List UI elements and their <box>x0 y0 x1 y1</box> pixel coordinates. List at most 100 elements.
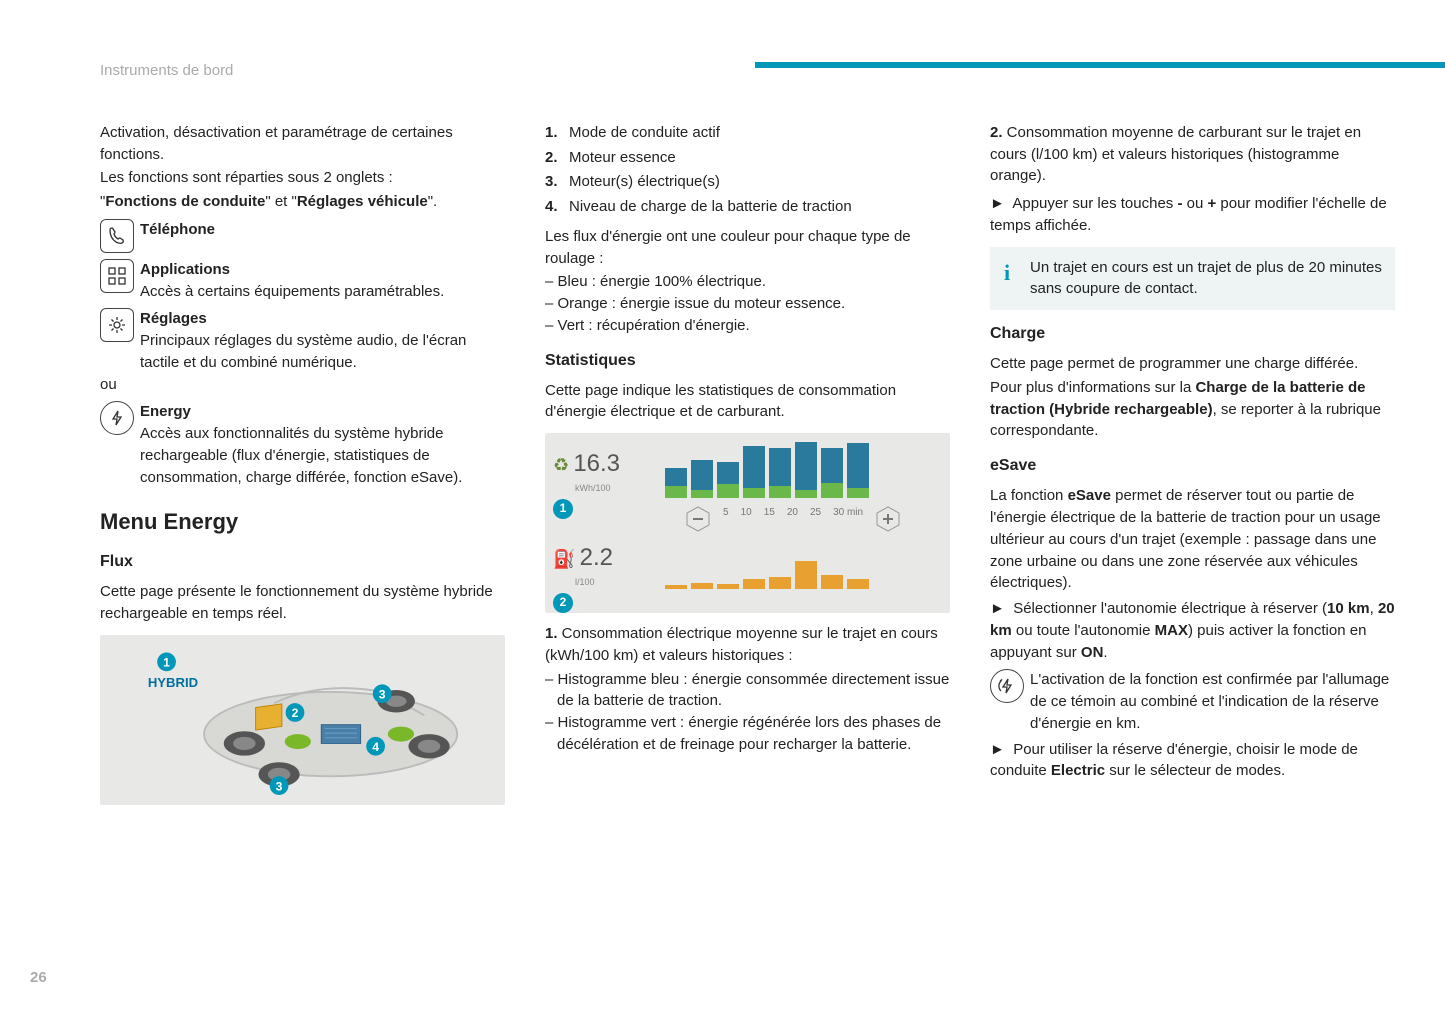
flux-colors-intro: Les flux d'énergie ont une couleur pour … <box>545 226 950 270</box>
svg-text:3: 3 <box>276 779 283 793</box>
bar <box>847 579 869 589</box>
reglages-desc: Principaux réglages du système audio, de… <box>140 332 466 371</box>
menu-item-applications: Applications Accès à certains équipement… <box>100 259 505 303</box>
energy-desc: Accès aux fonctionnalités du système hyb… <box>140 425 462 486</box>
info-box: i Un trajet en cours est un trajet de pl… <box>990 247 1395 311</box>
flux-desc: Cette page présente le fonctionnement du… <box>100 581 505 625</box>
plus-button[interactable] <box>875 506 901 538</box>
esave-p1: La fonction eSave permet de réserver tou… <box>990 485 1395 594</box>
stat-value-1: 16.3 <box>573 450 620 477</box>
list-item: Moteur essence <box>565 147 950 169</box>
axis-label: 20 <box>787 506 798 538</box>
flux-colors-list: Bleu : énergie 100% électrique. Orange :… <box>545 271 950 336</box>
svg-text:3: 3 <box>379 687 386 701</box>
charge-heading: Charge <box>990 322 1395 345</box>
esave-icon-row: L'activation de la fonction est confirmé… <box>990 669 1395 734</box>
list-item: Orange : énergie issue du moteur essence… <box>557 293 950 315</box>
bar <box>847 443 869 498</box>
list-item: Bleu : énergie 100% électrique. <box>557 271 950 293</box>
info-icon: i <box>1004 257 1010 289</box>
bar <box>717 462 739 498</box>
bar <box>795 561 817 589</box>
bars-fuel <box>665 544 940 589</box>
axis-label: 30 min <box>833 506 863 538</box>
flux-legend-list: Mode de conduite actif Moteur essence Mo… <box>545 122 950 218</box>
svg-text:4: 4 <box>372 740 379 754</box>
charge-p2: Pour plus d'informations sur la Charge d… <box>990 377 1395 442</box>
esave-arrow-1: ► Sélectionner l'autonomie électrique à … <box>990 598 1395 663</box>
bar <box>665 468 687 498</box>
recycle-icon: ♻ <box>553 455 569 475</box>
stat-unit-2: l/100 <box>575 576 613 589</box>
flux-heading: Flux <box>100 550 505 573</box>
flux-diagram: 1 2 3 3 4 HYBRID <box>100 635 505 805</box>
intro-text: Activation, désactivation et paramétrage… <box>100 122 505 166</box>
apps-title: Applications <box>140 261 230 278</box>
hybrid-label: HYBRID <box>148 675 198 690</box>
esave-heading: eSave <box>990 454 1395 477</box>
bar <box>821 575 843 589</box>
header-accent-bar <box>755 62 1445 68</box>
bar <box>743 446 765 498</box>
list-item: Mode de conduite actif <box>565 122 950 144</box>
menu-energy-heading: Menu Energy <box>100 506 505 538</box>
charge-p1: Cette page permet de programmer une char… <box>990 353 1395 375</box>
axis-label: 5 <box>723 506 729 538</box>
phone-icon <box>100 219 134 253</box>
svg-text:1: 1 <box>163 655 170 669</box>
bar <box>769 448 791 498</box>
ou-text: ou <box>100 374 505 396</box>
bar <box>691 460 713 498</box>
bar <box>743 579 765 589</box>
esave-arrow-2: ► Pour utiliser la réserve d'énergie, ch… <box>990 739 1395 783</box>
stats-heading: Statistiques <box>545 349 950 372</box>
column-1: Activation, désactivation et paramétrage… <box>100 122 505 815</box>
column-2: Mode de conduite actif Moteur essence Mo… <box>545 122 950 815</box>
apps-desc: Accès à certains équipements paramétrabl… <box>140 283 444 300</box>
stats-chart: ♻ 16.3 kWh/100 1 5 10 15 20 25 30 min ⛽ 2.2 l… <box>545 433 950 613</box>
info-text: Un trajet en cours est un trajet de plus… <box>1030 259 1382 298</box>
stats-desc: Cette page indique les statistiques de c… <box>545 380 950 424</box>
reglages-title: Réglages <box>140 310 207 327</box>
content-columns: Activation, désactivation et paramétrage… <box>100 122 1395 815</box>
axis-label: 15 <box>764 506 775 538</box>
svg-text:2: 2 <box>292 706 299 720</box>
list-item: Niveau de charge de la batterie de tract… <box>565 196 950 218</box>
axis-label: 10 <box>741 506 752 538</box>
stat-unit-1: kWh/100 <box>575 482 620 495</box>
fuel-icon: ⛽ <box>553 549 575 569</box>
page-number: 26 <box>30 967 47 989</box>
column-3: 2. Consommation moyenne de carburant sur… <box>990 122 1395 815</box>
intro-text: Les fonctions sont réparties sous 2 ongl… <box>100 167 505 189</box>
histogram-list: Histogramme bleu : énergie consommée dir… <box>545 669 950 756</box>
list-item: Histogramme bleu : énergie consommée dir… <box>557 669 950 713</box>
esave-indicator-icon <box>990 669 1024 703</box>
bar <box>665 585 687 589</box>
energy-title: Energy <box>140 403 191 420</box>
stat-value-2: 2.2 <box>580 544 613 571</box>
axis-labels: 5 10 15 20 25 30 min <box>685 506 940 538</box>
car-illustration: 1 2 3 3 4 HYBRID <box>110 645 495 795</box>
menu-item-energy: Energy Accès aux fonctionnalités du syst… <box>100 401 505 488</box>
bar <box>717 584 739 589</box>
bar <box>821 448 843 498</box>
menu-item-reglages: Réglages Principaux réglages du système … <box>100 308 505 373</box>
gear-icon <box>100 308 134 342</box>
telephone-title: Téléphone <box>140 221 215 238</box>
apps-icon <box>100 259 134 293</box>
arrow-instruction: ► Appuyer sur les touches - ou + pour mo… <box>990 193 1395 237</box>
list-item: Histogramme vert : énergie régénérée lor… <box>557 712 950 756</box>
stat-item-2: 2. Consommation moyenne de carburant sur… <box>990 122 1395 187</box>
badge-1: 1 <box>553 499 573 519</box>
list-item: Moteur(s) électrique(s) <box>565 171 950 193</box>
axis-label: 25 <box>810 506 821 538</box>
bar <box>795 442 817 498</box>
minus-button[interactable] <box>685 506 711 532</box>
bar <box>769 577 791 589</box>
esave-icon-desc: L'activation de la fonction est confirmé… <box>1030 669 1395 734</box>
intro-text: "Fonctions de conduite" et "Réglages véh… <box>100 191 505 213</box>
menu-item-telephone: Téléphone <box>100 219 505 253</box>
badge-2: 2 <box>553 593 573 613</box>
bar <box>691 583 713 589</box>
bars-electric <box>665 443 940 498</box>
